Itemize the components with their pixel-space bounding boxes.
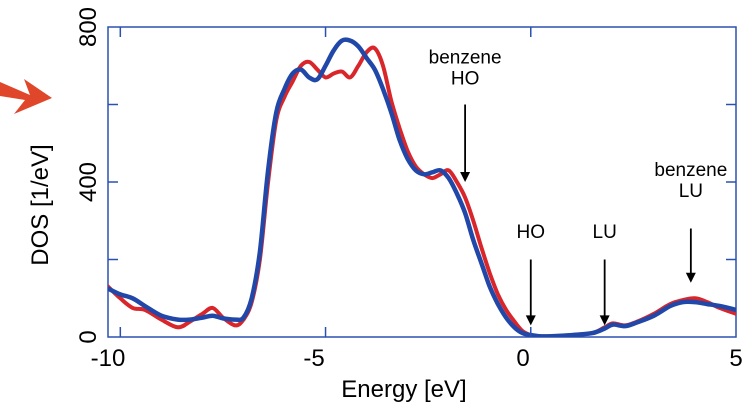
annotation-label: HO [517,222,546,243]
x-tick-label: -5 [303,345,324,372]
y-tick-label: 0 [75,330,102,343]
annotation-label: HO [451,68,480,89]
annotation-label: benzene [429,47,502,68]
x-axis-title: Energy [eV] [341,376,466,403]
series-layer [108,37,736,337]
annotation-label: LU [593,222,617,243]
arrow-down-icon [460,172,471,182]
arrow-down-icon [599,315,610,326]
arrow-down-icon [685,272,696,283]
x-tick-label: 0 [516,345,529,372]
series-line-red [108,45,736,337]
y-tick-label: 400 [75,162,102,202]
y-tick-label: 800 [75,7,102,47]
plot-frame [107,26,737,338]
pointer-arrow-icon [0,79,52,114]
annotation-label: LU [679,181,703,202]
x-tick-label: -10 [91,345,126,372]
x-tick-label: 5 [729,345,742,372]
arrow-down-icon [525,315,536,326]
y-axis-title: DOS [1/eV] [27,144,54,265]
annotation-label: benzene [654,160,727,181]
series-line-blue [108,37,736,337]
tick-layer [108,27,736,337]
